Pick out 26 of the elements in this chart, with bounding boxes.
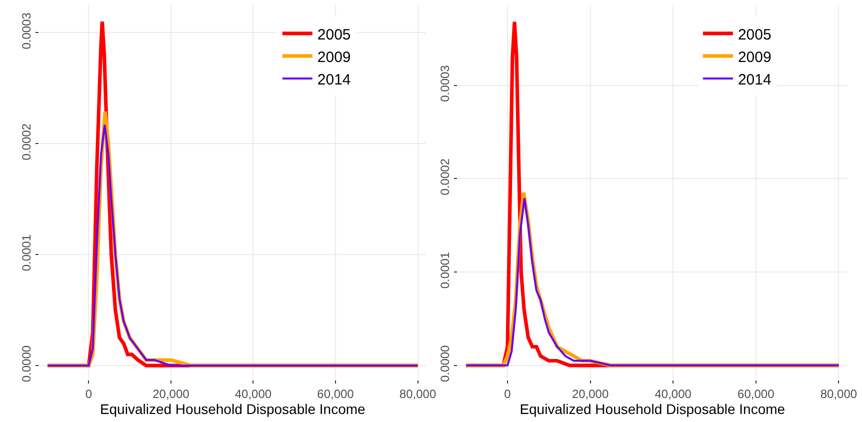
legend-label: 2014 (738, 71, 772, 88)
legend-label: 2009 (738, 48, 772, 66)
x-axis-title: Equivalized Household Disposable Income (100, 400, 366, 417)
x-tick-label: 20,000 (152, 386, 190, 401)
x-tick-label: 80,000 (399, 386, 436, 401)
legend-label: 2009 (317, 48, 351, 66)
y-tick-label: 0.0003 (19, 12, 34, 50)
y-tick-label: 0.0000 (19, 345, 34, 382)
y-tick-label: 0.0002 (438, 158, 452, 196)
x-tick-label: 40,000 (234, 386, 272, 401)
x-axis-title: Equivalized Household Disposable Income (520, 400, 786, 417)
y-tick-label: 0.0000 (438, 344, 452, 382)
x-tick-label: 60,000 (317, 386, 354, 401)
x-tick-label: 0 (85, 386, 92, 401)
legend-label: 2014 (317, 71, 351, 88)
x-tick-label: 20,000 (572, 386, 609, 401)
y-tick-label: 0.0001 (438, 252, 452, 289)
x-tick-label: 80,000 (820, 386, 858, 401)
y-tick-label: 0.0003 (438, 64, 452, 102)
y-tick-label: 0.0002 (19, 123, 34, 160)
x-tick-label: 60,000 (738, 386, 775, 401)
legend-label: 2005 (317, 26, 351, 44)
x-tick-label: 40,000 (654, 386, 692, 401)
legend-label: 2005 (738, 26, 772, 44)
x-tick-label: 0 (504, 386, 512, 401)
y-tick-label: 0.0001 (19, 234, 34, 272)
